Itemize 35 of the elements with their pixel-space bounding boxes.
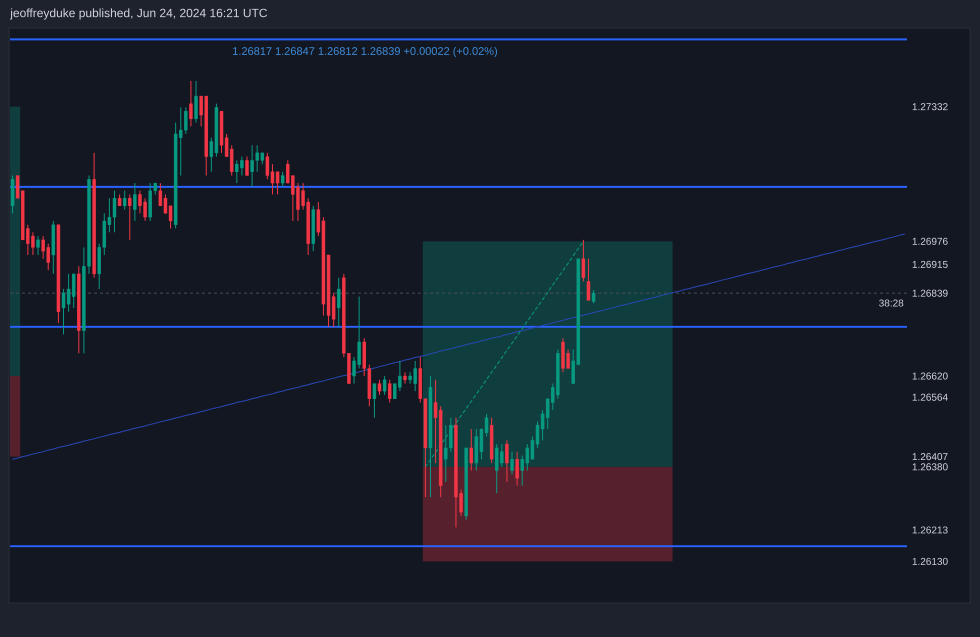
text: jeoffreyduke published, Jun 24, 2024 16:21 UTC xyxy=(10,8,268,20)
candlestick xyxy=(388,379,392,404)
y-tick-label: 1.26213 xyxy=(912,526,948,534)
candlestick xyxy=(510,451,514,475)
y-tick-label: 1.26839 xyxy=(912,290,948,297)
y-tick-label: 1.26130 xyxy=(912,558,948,565)
candlestick xyxy=(505,440,509,482)
candlestick xyxy=(133,182,137,222)
candlestick xyxy=(586,258,590,301)
candlestick xyxy=(382,376,386,396)
candlestick xyxy=(194,80,198,124)
candlestick xyxy=(372,383,376,418)
candlestick xyxy=(189,80,193,127)
y-tick-label: 1.26407 xyxy=(912,453,948,460)
candlestick xyxy=(128,194,132,240)
candlestick xyxy=(515,451,519,486)
candlestick xyxy=(245,156,249,176)
candlestick xyxy=(582,239,586,282)
y-tick-label: 1.26620 xyxy=(912,372,948,380)
candlestick xyxy=(118,194,122,206)
candlestick xyxy=(122,190,126,210)
y-tick-label: 1.26976 xyxy=(912,238,948,245)
annotation: 1.26817 1.26847 1.26812 1.26839 +0.00022 (+0.02%) xyxy=(233,46,498,58)
y-tick-label: 1.26380 xyxy=(912,463,948,470)
candlestick xyxy=(337,277,340,328)
candlestick xyxy=(403,372,407,384)
candlestick xyxy=(470,428,473,472)
candlestick xyxy=(280,171,284,188)
candlestick xyxy=(378,379,382,396)
y-tick-label: 1.26564 xyxy=(912,394,948,401)
y-tick-label: 1.26915 xyxy=(912,260,948,268)
annotation: 38:28 xyxy=(879,299,904,307)
y-tick-label: 1.27332 xyxy=(912,103,948,110)
candlestick xyxy=(36,236,40,256)
candlestick xyxy=(592,290,596,304)
